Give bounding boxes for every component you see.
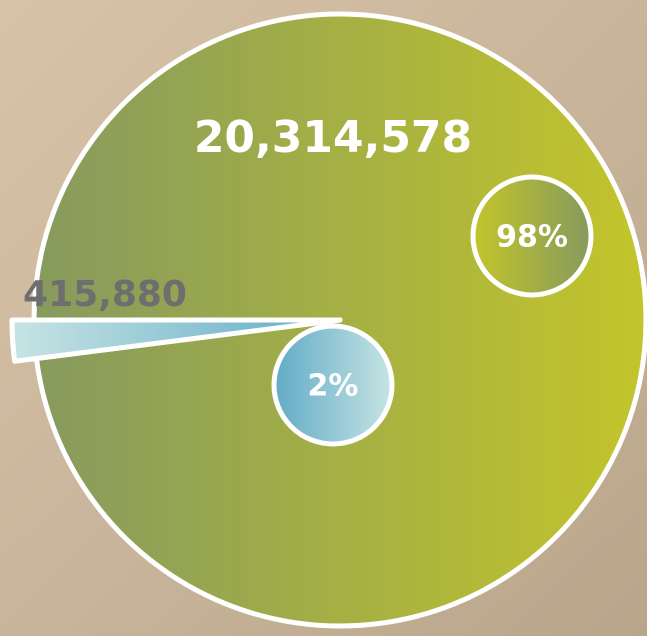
percent-label: 98% bbox=[496, 220, 568, 255]
percent-label: 2% bbox=[308, 369, 359, 404]
value-label: 415,880 bbox=[23, 274, 187, 315]
value-label: 20,314,578 bbox=[194, 112, 472, 163]
